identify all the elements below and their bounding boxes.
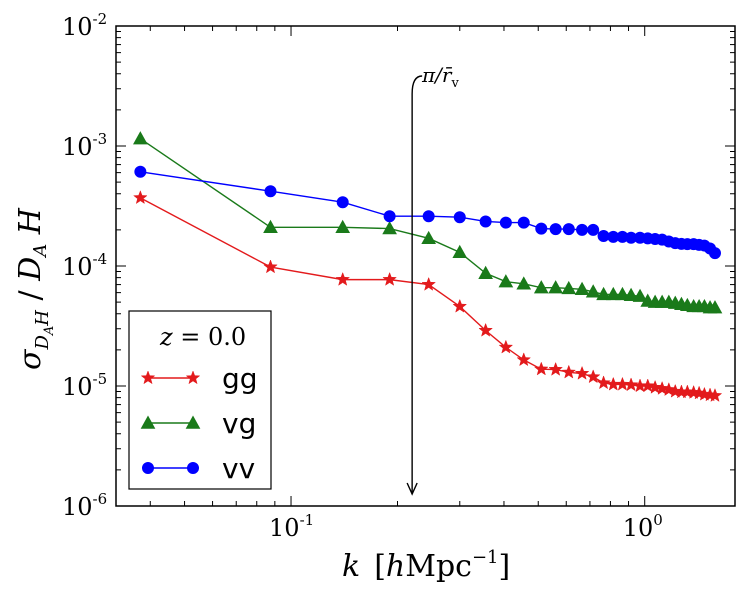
- data-point-vg-16: [615, 286, 630, 301]
- x-tick-label: 10-1: [269, 511, 314, 542]
- data-point-gg-20: [647, 379, 663, 394]
- annotation-arrowhead: [406, 482, 418, 496]
- data-point-vg-30: [707, 300, 723, 314]
- y-tick-label: 10-6: [62, 490, 107, 521]
- y-tick-label: 10-3: [62, 130, 107, 161]
- data-point-vv-30: [708, 247, 721, 260]
- legend-entry-vv: vv: [142, 452, 255, 485]
- data-point-vv-10: [549, 223, 562, 236]
- data-point-vv-0: [134, 165, 147, 178]
- data-point-vg-6: [478, 265, 493, 279]
- legend-title: z = 0.0: [159, 323, 246, 351]
- data-point-gg-30: [707, 387, 723, 402]
- y-tick-label: 10-5: [62, 370, 107, 401]
- data-point-vg-14: [596, 286, 611, 301]
- data-point-vg-5: [452, 244, 468, 259]
- data-point-vg-0: [133, 131, 148, 145]
- data-point-gg-13: [585, 369, 601, 384]
- data-point-gg-16: [615, 376, 630, 391]
- legend-marker-vv: [142, 462, 154, 474]
- data-point-vg-1: [263, 219, 278, 234]
- data-point-vv-6: [479, 215, 492, 228]
- data-point-gg-7: [498, 339, 514, 354]
- data-point-gg-5: [452, 298, 468, 313]
- data-point-vg-10: [548, 280, 563, 294]
- data-point-vv-12: [576, 223, 589, 236]
- data-point-vg-2: [335, 219, 351, 234]
- data-point-vv-9: [535, 222, 548, 235]
- series-gg: [133, 190, 723, 402]
- data-point-vv-2: [336, 196, 349, 209]
- y-tick-label: 10-4: [62, 250, 107, 281]
- legend-marker-gg: [140, 370, 156, 385]
- data-point-vg-3: [382, 221, 397, 235]
- data-point-gg-14: [596, 375, 611, 390]
- data-point-vg-12: [574, 281, 590, 295]
- data-point-vg-17: [623, 287, 639, 301]
- legend-marker-vg: [140, 415, 156, 429]
- legend-box: [128, 310, 272, 490]
- data-point-vg-7: [498, 274, 514, 288]
- data-point-gg-9: [533, 361, 549, 376]
- series-vv: [134, 165, 721, 260]
- data-point-gg-17: [623, 377, 639, 392]
- annotation: π/r̄v: [406, 63, 459, 496]
- data-point-vv-11: [562, 223, 575, 236]
- data-point-vv-1: [264, 185, 277, 198]
- data-point-gg-0: [133, 190, 148, 205]
- data-point-vg-9: [533, 280, 549, 294]
- x-tick-label: 100: [623, 511, 663, 542]
- legend-marker-vv: [187, 462, 199, 474]
- x-axis-label: k [hMpc−1]: [342, 547, 510, 584]
- data-point-vg-8: [516, 276, 532, 290]
- series-vg: [133, 131, 723, 314]
- legend-label-vg: vg: [222, 407, 256, 440]
- ticks-layer: 10-1 100 10-6 10-5 10-4 10-3 10-2: [62, 10, 735, 542]
- legend-marker-vg: [185, 415, 201, 429]
- data-point-gg-3: [382, 271, 397, 286]
- legend-label-vv: vv: [222, 452, 255, 485]
- data-point-gg-11: [561, 364, 577, 379]
- data-point-vg-11: [561, 280, 577, 295]
- data-point-vv-3: [383, 210, 396, 223]
- legend-entry-vg: vg: [140, 407, 256, 440]
- data-point-gg-6: [478, 322, 493, 337]
- data-point-vg-4: [421, 230, 437, 245]
- data-point-gg-2: [335, 271, 351, 286]
- data-point-vv-5: [453, 211, 466, 224]
- annotation-label: π/r̄v: [421, 63, 459, 91]
- data-point-gg-12: [574, 365, 590, 380]
- legend: z = 0.0 gg vg vv: [128, 310, 272, 490]
- legend-entry-gg: gg: [140, 362, 258, 395]
- data-point-vg-13: [585, 284, 601, 298]
- data-point-gg-8: [516, 352, 532, 367]
- data-point-vg-15: [605, 286, 621, 301]
- data-point-gg-4: [421, 276, 436, 291]
- data-point-vv-8: [517, 216, 530, 229]
- y-axis-label: σDAH / DA H: [13, 207, 57, 370]
- legend-marker-gg: [185, 370, 201, 385]
- series-layer: [133, 131, 723, 402]
- data-point-vg-18: [632, 288, 648, 302]
- data-point-gg-1: [263, 259, 278, 274]
- data-point-vv-13: [587, 223, 600, 236]
- y-tick-label: 10-2: [62, 10, 107, 41]
- annotation-arrow: [411, 75, 423, 493]
- legend-entries: gg vg vv: [140, 362, 258, 485]
- data-point-vv-7: [499, 216, 512, 229]
- data-point-gg-10: [548, 361, 563, 376]
- legend-label-gg: gg: [222, 362, 258, 395]
- data-point-gg-19: [640, 378, 656, 393]
- data-point-vv-4: [422, 210, 435, 223]
- data-point-gg-21: [654, 380, 670, 395]
